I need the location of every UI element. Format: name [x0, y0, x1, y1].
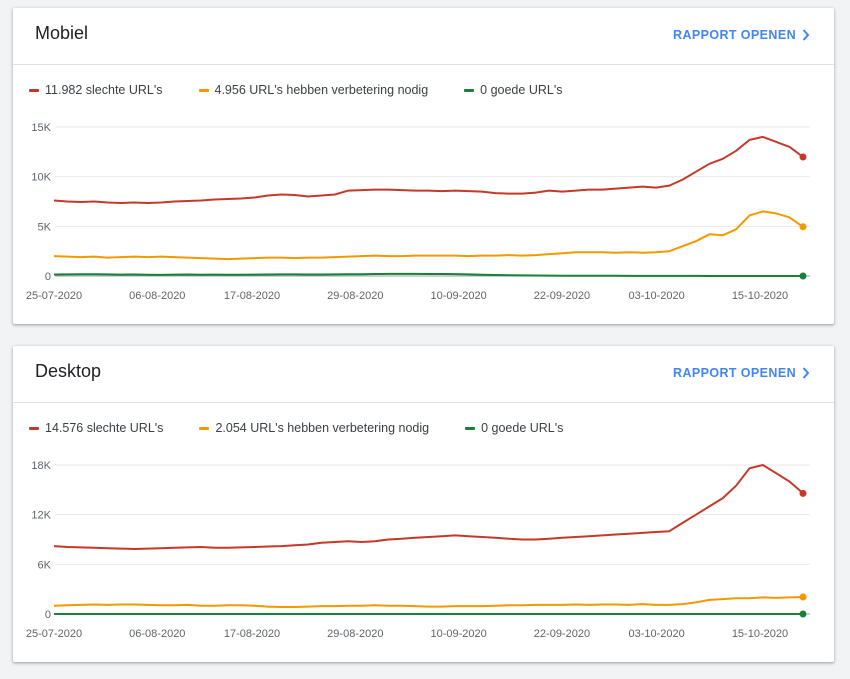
- x-tick-label: 22-09-2020: [534, 290, 590, 302]
- legend-swatch: [465, 426, 476, 430]
- legend-label: 2.054 URL's hebben verbetering nodig: [215, 421, 430, 435]
- chart-legend: 14.576 slechte URL's 2.054 URL's hebben …: [29, 421, 599, 435]
- open-report-button[interactable]: RAPPORT OPENEN: [673, 366, 810, 380]
- series-end-point: [799, 272, 807, 280]
- series-end-point: [799, 153, 807, 161]
- series-end-point: [799, 489, 807, 497]
- legend-label: 4.956 URL's hebben verbetering nodig: [214, 83, 429, 97]
- y-tick-label: 12K: [31, 510, 51, 522]
- legend-swatch: [198, 88, 209, 92]
- chevron-right-icon: [802, 367, 810, 379]
- series-line: [53, 210, 804, 261]
- chevron-right-icon: [802, 29, 810, 41]
- x-tick-label: 15-10-2020: [732, 290, 788, 302]
- legend-item-poor[interactable]: 14.576 slechte URL's: [29, 421, 163, 435]
- legend-label: 0 goede URL's: [481, 421, 564, 435]
- y-tick-label: 15K: [31, 122, 51, 134]
- card-title: Mobiel: [35, 23, 89, 43]
- x-tick-label: 03-10-2020: [629, 290, 685, 302]
- legend-label: 11.982 slechte URL's: [45, 83, 163, 97]
- chart-legend: 11.982 slechte URL's 4.956 URL's hebben …: [29, 83, 598, 97]
- x-tick-label: 06-08-2020: [129, 290, 185, 302]
- series-line: [53, 272, 803, 277]
- legend-swatch: [199, 426, 210, 430]
- x-tick-label: 15-10-2020: [732, 628, 788, 640]
- x-tick-label: 29-08-2020: [327, 628, 383, 640]
- series-end-point: [799, 593, 807, 601]
- x-tick-label: 25-07-2020: [26, 290, 82, 302]
- x-tick-label: 06-08-2020: [129, 628, 185, 640]
- x-tick-label: 10-09-2020: [430, 290, 486, 302]
- open-report-label: RAPPORT OPENEN: [673, 366, 796, 380]
- card-header: Mobiel RAPPORT OPENEN: [13, 8, 834, 65]
- card-header: Desktop RAPPORT OPENEN: [13, 346, 834, 403]
- x-tick-label: 03-10-2020: [629, 628, 685, 640]
- y-tick-label: 18K: [31, 460, 51, 472]
- series-line: [53, 596, 804, 608]
- legend-item-good[interactable]: 0 goede URL's: [464, 83, 562, 97]
- desktop-line-chart: 0 6K 12K 18K 25-07-2020 06-08-2020 17-08-2020 2…: [26, 460, 810, 640]
- legend-swatch: [29, 426, 39, 430]
- x-tick-label: 25-07-2020: [26, 628, 82, 640]
- legend-label: 14.576 slechte URL's: [45, 421, 164, 435]
- legend-swatch: [29, 88, 39, 92]
- y-tick-label: 0: [45, 609, 51, 621]
- x-tick-label: 10-09-2020: [430, 628, 486, 640]
- mobile-report-card: Mobiel RAPPORT OPENEN 11.982 slechte URL…: [13, 8, 834, 324]
- open-report-button[interactable]: RAPPORT OPENEN: [673, 28, 810, 42]
- legend-item-poor[interactable]: 11.982 slechte URL's: [29, 83, 163, 97]
- mobile-line-chart: 0 5K 10K 15K 25-07-2020 06-08-2020 17-08-2020 2…: [26, 122, 810, 302]
- desktop-report-card: Desktop RAPPORT OPENEN 14.576 slechte UR…: [13, 346, 834, 662]
- series-line: [53, 135, 804, 204]
- series-line: [53, 464, 804, 550]
- y-tick-label: 10K: [31, 172, 51, 184]
- x-tick-label: 17-08-2020: [224, 290, 280, 302]
- open-report-label: RAPPORT OPENEN: [673, 28, 796, 42]
- legend-item-needs-improvement[interactable]: 2.054 URL's hebben verbetering nodig: [199, 421, 429, 435]
- x-tick-label: 22-09-2020: [534, 628, 590, 640]
- y-tick-label: 5K: [38, 221, 52, 233]
- legend-item-needs-improvement[interactable]: 4.956 URL's hebben verbetering nodig: [198, 83, 429, 97]
- x-tick-label: 29-08-2020: [327, 290, 383, 302]
- series-end-point: [799, 223, 807, 231]
- legend-item-good[interactable]: 0 goede URL's: [465, 421, 563, 435]
- card-title: Desktop: [35, 361, 102, 381]
- y-tick-label: 0: [45, 271, 51, 283]
- series-end-point: [799, 610, 807, 618]
- x-tick-label: 17-08-2020: [224, 628, 280, 640]
- y-tick-label: 6K: [38, 559, 52, 571]
- legend-swatch: [464, 88, 475, 92]
- legend-label: 0 goede URL's: [480, 83, 563, 97]
